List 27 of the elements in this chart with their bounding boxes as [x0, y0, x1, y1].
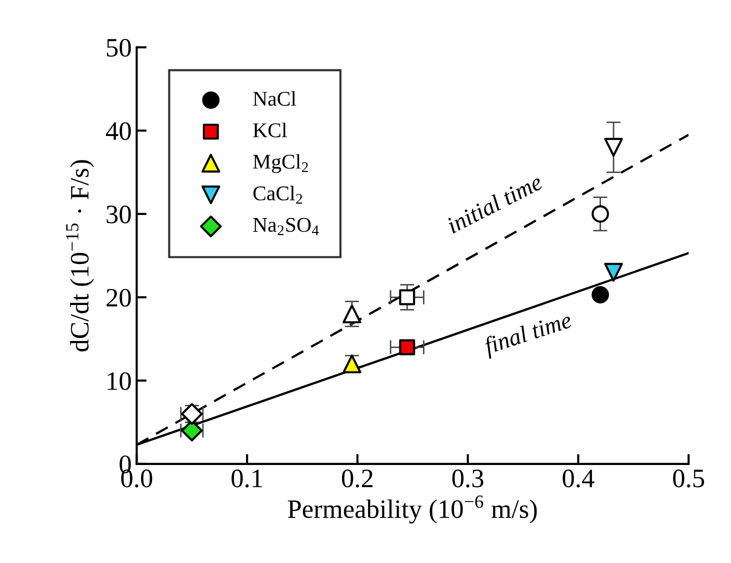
legend-label: MgCl$_{2}$ — [253, 154, 308, 174]
y-tick-label: 40 — [106, 122, 131, 140]
point — [592, 286, 609, 304]
x-tick-label: 0.4 — [562, 470, 594, 488]
point — [399, 289, 416, 306]
point — [604, 138, 623, 157]
y-tick-label: 10 — [108, 372, 131, 390]
y-axis-title: dC/dt (10$^{−15}$ · F/s) — [66, 160, 94, 352]
x-tick-label: 0.2 — [342, 470, 372, 488]
point — [342, 354, 362, 374]
y-tick-label: 30 — [106, 206, 131, 224]
x-tick-label: 0.1 — [232, 470, 262, 488]
y-tick-label: 20 — [106, 288, 131, 307]
annotation: final time — [482, 310, 574, 359]
point — [604, 262, 623, 282]
point — [342, 304, 362, 324]
point — [592, 205, 609, 223]
x-axis-title: Permeability (10$^{−6}$ m/s) — [288, 495, 537, 524]
y-tick-label: 50 — [106, 38, 131, 57]
legend-label: Na$_{2}$SO$_{4}$ — [253, 218, 319, 236]
annotation: initial time — [446, 172, 544, 234]
point — [399, 339, 416, 356]
x-tick-label: 0.5 — [673, 470, 704, 488]
legend-label: CaCl$_{2}$ — [253, 186, 302, 204]
legend-label: KCl — [253, 122, 287, 138]
x-tick-label: 0.3 — [452, 470, 484, 488]
legend-label: NaCl — [253, 91, 296, 106]
